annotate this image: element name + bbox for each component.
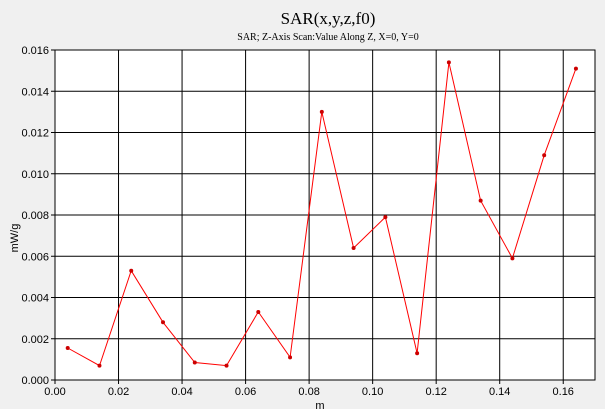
data-point — [351, 246, 356, 250]
data-point — [65, 346, 70, 351]
x-tick-label: 0.08 — [298, 386, 319, 398]
data-point — [161, 320, 165, 325]
x-tick-label: 0.00 — [44, 386, 65, 398]
x-tick-label: 0.04 — [171, 386, 192, 398]
y-axis-label: mW/g — [9, 224, 21, 253]
x-tick-labels: 0.00 0.02 0.04 0.06 0.08 0.10 0.12 0.14 0.16 — [44, 386, 574, 398]
data-point — [97, 363, 102, 368]
y-tick-label: 0.014 — [21, 86, 49, 98]
y-tick-label: 0.016 — [21, 45, 49, 57]
chart-title: SAR(x,y,z,f0) — [281, 9, 376, 28]
y-tick-label: 0.012 — [21, 128, 49, 140]
data-point — [478, 198, 483, 203]
data-point — [383, 215, 388, 220]
y-tick-label: 0.004 — [21, 293, 49, 305]
data-point — [129, 268, 134, 273]
data-point — [542, 153, 547, 158]
x-tick-label: 0.02 — [108, 386, 129, 398]
chart-subtitle: SAR; Z-Axis Scan:Value Along Z, X=0, Y=0 — [237, 32, 418, 43]
x-tick-label: 0.10 — [362, 386, 383, 398]
x-tick-label: 0.06 — [235, 386, 256, 398]
x-tick-label: 0.14 — [489, 386, 510, 398]
grid-lines — [51, 49, 595, 384]
data-point — [319, 109, 324, 114]
y-tick-label: 0.006 — [21, 251, 49, 263]
y-tick-label: 0.002 — [21, 334, 49, 346]
y-tick-label: 0.000 — [21, 375, 49, 387]
x-axis-label: m — [315, 400, 324, 409]
data-point — [510, 256, 515, 261]
data-point — [415, 351, 420, 356]
x-tick-label: 0.12 — [425, 386, 446, 398]
x-tick-label: 0.16 — [553, 386, 574, 398]
series-layer — [65, 60, 578, 368]
data-point — [573, 66, 578, 71]
data-point — [192, 360, 197, 365]
y-tick-label: 0.010 — [21, 169, 49, 181]
data-point — [446, 60, 451, 65]
data-point — [224, 363, 229, 368]
data-point — [288, 355, 293, 360]
y-tick-label: 0.008 — [21, 210, 49, 222]
data-point — [256, 309, 261, 314]
y-tick-labels: 0.000 0.002 0.004 0.006 0.008 0.010 0.012 0.014… — [21, 45, 49, 387]
